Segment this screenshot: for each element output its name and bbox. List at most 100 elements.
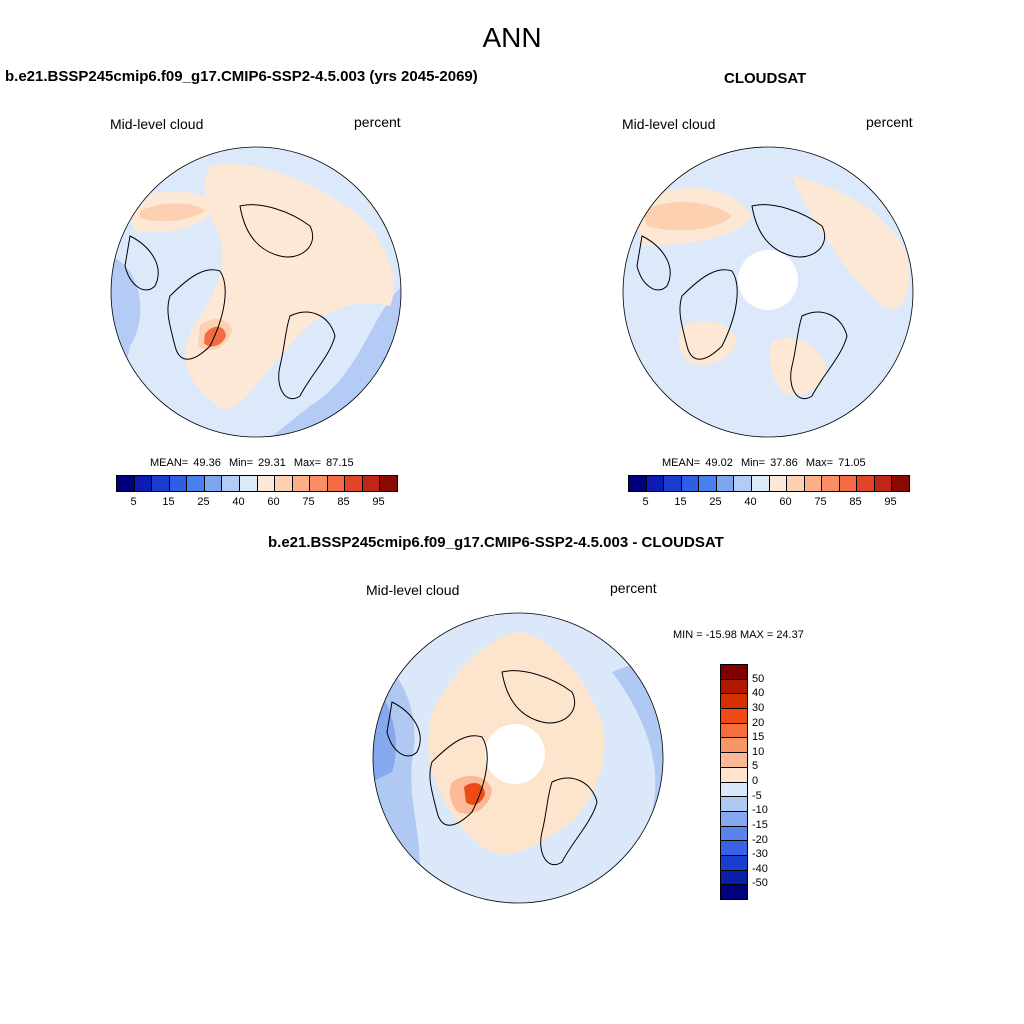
right-variable-label: Mid-level cloud [622, 116, 716, 132]
colorbar-swatch [680, 476, 699, 491]
colorbar-swatch [750, 476, 769, 491]
colorbar-tick-label: 60 [779, 496, 792, 508]
colorbar-tick-label: -30 [752, 848, 768, 861]
left-colorbar [116, 475, 398, 492]
colorbar-swatch [768, 476, 787, 491]
colorbar-swatch [721, 693, 747, 709]
colorbar-swatch [379, 476, 397, 491]
colorbar-swatch [645, 476, 664, 491]
colorbar-tick-label: 85 [849, 496, 862, 508]
diff-variable-label: Mid-level cloud [366, 582, 460, 598]
diff-colorbar [720, 664, 748, 900]
colorbar-tick-label: 15 [162, 496, 175, 508]
diff-minmax: MIN = -15.98 MAX = 24.37 [673, 629, 804, 641]
left-stats: MEAN= 49.36 Min= 29.31 Max= 87.15 [150, 457, 354, 469]
colorbar-tick-label: 20 [752, 716, 765, 729]
right-polar-map [622, 146, 914, 438]
colorbar-tick-label: 30 [752, 701, 765, 714]
colorbar-tick-label: 40 [232, 496, 245, 508]
colorbar-swatch [256, 476, 275, 491]
colorbar-tick-label: -5 [752, 789, 762, 802]
colorbar-swatch [721, 854, 747, 870]
colorbar-tick-label: 50 [752, 672, 765, 685]
colorbar-swatch [715, 476, 734, 491]
colorbar-swatch [721, 796, 747, 811]
colorbar-tick-label: 0 [752, 775, 759, 787]
colorbar-swatch [873, 476, 892, 491]
colorbar-tick-label: 15 [752, 731, 765, 744]
colorbar-swatch [133, 476, 152, 491]
right-units-label: percent [866, 114, 913, 130]
colorbar-tick-label: 25 [197, 496, 210, 508]
colorbar-swatch [698, 476, 716, 491]
colorbar-tick-label: -10 [752, 804, 768, 817]
diff-polar-map [372, 612, 664, 904]
left-polar-map [110, 146, 402, 438]
colorbar-swatch [721, 810, 747, 826]
right-colorbar-labels: 5 15 25 40 60 75 85 95 [628, 496, 908, 510]
colorbar-swatch [221, 476, 239, 491]
colorbar-tick-label: 10 [752, 745, 765, 758]
colorbar-swatch [309, 476, 327, 491]
colorbar-tick-label: 95 [372, 496, 385, 508]
diff-units-label: percent [610, 580, 657, 596]
colorbar-tick-label: 75 [814, 496, 827, 508]
right-colorbar [628, 475, 910, 492]
colorbar-swatch [274, 476, 292, 491]
colorbar-swatch [721, 766, 747, 782]
colorbar-tick-label: 15 [674, 496, 687, 508]
colorbar-tick-label: -40 [752, 862, 768, 875]
colorbar-swatch [117, 476, 134, 491]
colorbar-swatch [803, 476, 822, 491]
colorbar-tick-label: 60 [267, 496, 280, 508]
colorbar-tick-label: 25 [709, 496, 722, 508]
right-stats: MEAN= 49.02 Min= 37.86 Max= 71.05 [662, 457, 866, 469]
colorbar-tick-label: 5 [752, 760, 759, 773]
colorbar-tick-label: -20 [752, 833, 768, 846]
left-panel-title: b.e21.BSSP245cmip6.f09_g17.CMIP6-SSP2-4.… [5, 68, 478, 85]
colorbar-swatch [721, 708, 747, 723]
colorbar-tick-label: 95 [884, 496, 897, 508]
colorbar-swatch [186, 476, 204, 491]
colorbar-swatch [629, 476, 646, 491]
colorbar-swatch [733, 476, 751, 491]
colorbar-swatch [238, 476, 257, 491]
colorbar-swatch [168, 476, 187, 491]
colorbar-swatch [856, 476, 874, 491]
colorbar-swatch [838, 476, 857, 491]
colorbar-swatch [721, 722, 747, 738]
colorbar-swatch [663, 476, 681, 491]
colorbar-swatch [203, 476, 222, 491]
colorbar-swatch [891, 476, 909, 491]
colorbar-tick-label: -50 [752, 877, 768, 890]
diff-panel-title: b.e21.BSSP245cmip6.f09_g17.CMIP6-SSP2-4.… [268, 534, 724, 551]
colorbar-swatch [721, 752, 747, 767]
colorbar-swatch [721, 884, 747, 899]
left-units-label: percent [354, 114, 401, 130]
figure-title: ANN [482, 22, 542, 53]
diff-colorbar-labels: 50 40 30 20 15 10 5 0 -5 -10 -15 -20 -30 -40 -50 [752, 664, 792, 898]
colorbar-swatch [821, 476, 839, 491]
colorbar-tick-label: -15 [752, 818, 768, 831]
colorbar-swatch [361, 476, 380, 491]
colorbar-swatch [344, 476, 362, 491]
colorbar-swatch [721, 869, 747, 885]
colorbar-swatch [786, 476, 804, 491]
colorbar-tick-label: 75 [302, 496, 315, 508]
colorbar-tick-label: 85 [337, 496, 350, 508]
colorbar-swatch [721, 737, 747, 753]
left-variable-label: Mid-level cloud [110, 116, 204, 132]
colorbar-swatch [326, 476, 345, 491]
right-panel-title: CLOUDSAT [724, 70, 807, 87]
colorbar-swatch [721, 678, 747, 694]
colorbar-swatch [721, 840, 747, 855]
left-colorbar-labels: 5 15 25 40 60 75 85 95 [116, 496, 396, 510]
colorbar-swatch [291, 476, 310, 491]
colorbar-tick-label: 5 [642, 496, 649, 508]
colorbar-swatch [721, 665, 747, 679]
colorbar-swatch [721, 825, 747, 841]
colorbar-tick-label: 5 [130, 496, 137, 508]
colorbar-swatch [721, 781, 747, 797]
colorbar-swatch [151, 476, 169, 491]
colorbar-tick-label: 40 [744, 496, 757, 508]
